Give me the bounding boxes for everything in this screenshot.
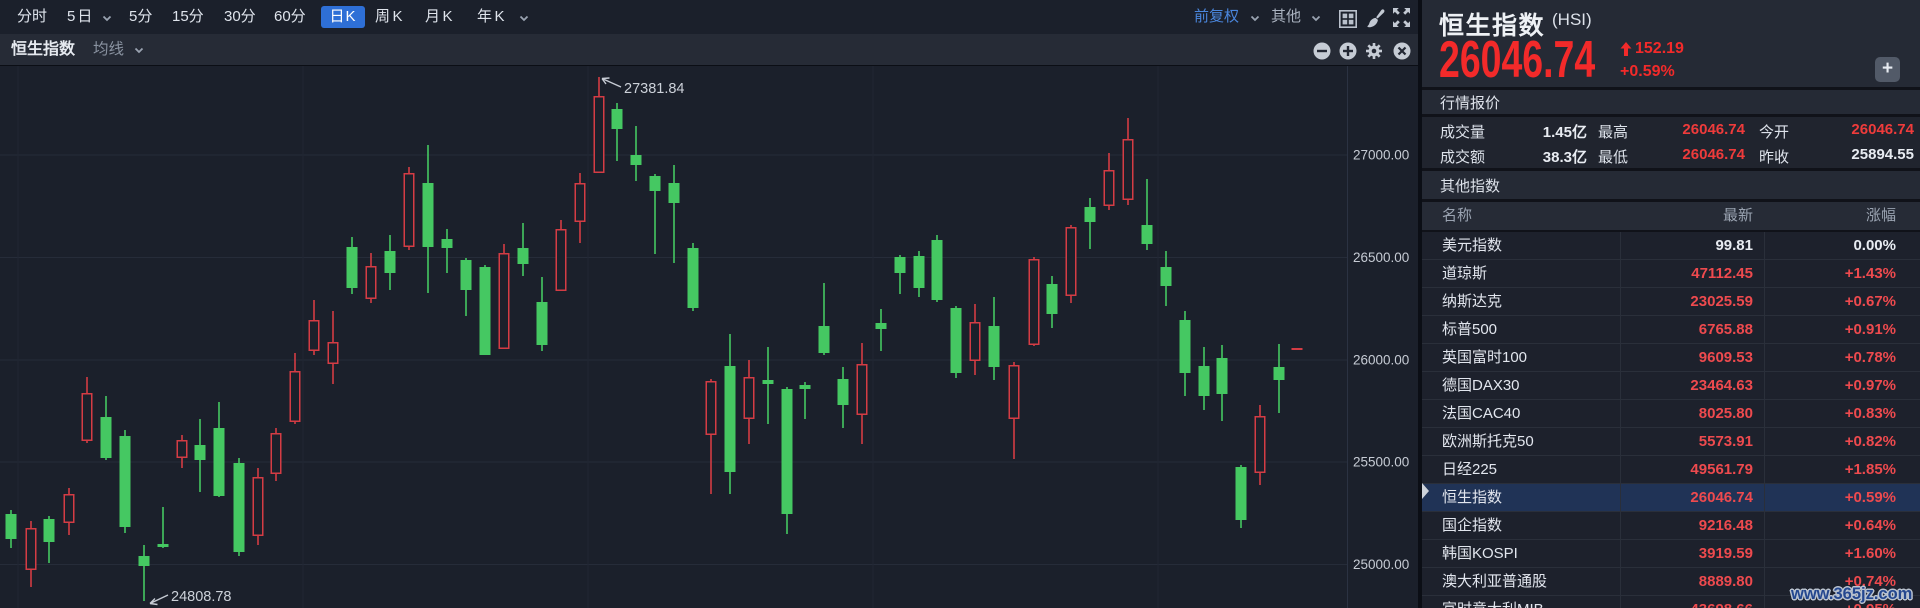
svg-text:25000.00: 25000.00: [1353, 557, 1409, 572]
svg-text:27381.84: 27381.84: [624, 81, 684, 97]
svg-text:26000.00: 26000.00: [1353, 353, 1409, 368]
svg-text:25500.00: 25500.00: [1353, 455, 1409, 470]
svg-text:27000.00: 27000.00: [1353, 148, 1409, 163]
svg-text:26500.00: 26500.00: [1353, 250, 1409, 265]
svg-text:24808.78: 24808.78: [171, 589, 231, 605]
